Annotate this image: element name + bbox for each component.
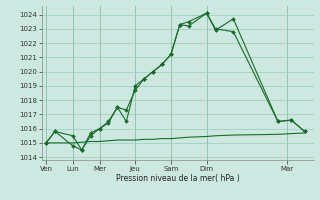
X-axis label: Pression niveau de la mer( hPa ): Pression niveau de la mer( hPa ) xyxy=(116,174,239,183)
